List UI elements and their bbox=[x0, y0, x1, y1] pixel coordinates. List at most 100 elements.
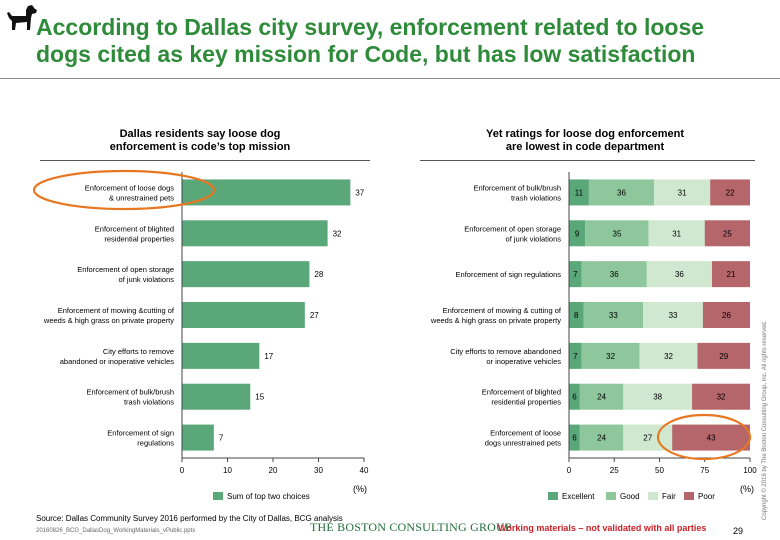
right-bar-value-4-excellent: 8 bbox=[574, 311, 579, 320]
legend-swatch-good bbox=[606, 492, 616, 500]
left-category-6-line2: trash violations bbox=[124, 398, 174, 407]
right-bar-value-4-fair: 33 bbox=[669, 311, 678, 320]
file-name: 20160826_BCG_DallasDog_WorkingMaterials_… bbox=[36, 528, 195, 534]
left-x-tick-2: 10 bbox=[223, 466, 232, 475]
right-bar-value-7-fair: 27 bbox=[643, 434, 652, 443]
legend-label-excellent: Excellent bbox=[562, 492, 594, 501]
left-x-tick-3: 20 bbox=[269, 466, 278, 475]
right-bar-value-3-excellent: 7 bbox=[573, 270, 578, 279]
right-bar-value-5-fair: 32 bbox=[664, 352, 673, 361]
right-bar-value-2-fair: 31 bbox=[672, 229, 681, 238]
left-x-tick-1: 0 bbox=[180, 466, 185, 475]
right-bar-value-6-good: 24 bbox=[597, 393, 606, 402]
left-category-4-line1: Enforcement of mowing &cutting of bbox=[58, 306, 175, 315]
legend-swatch-fair bbox=[648, 492, 658, 500]
left-bar-value-7: 7 bbox=[219, 434, 224, 443]
left-category-5-line2: abandoned or inoperative vehicles bbox=[60, 357, 174, 366]
right-category-6-line2: residential properties bbox=[491, 398, 561, 407]
right-category-1-line2: trash violations bbox=[511, 193, 561, 202]
right-bar-value-2-poor: 25 bbox=[723, 229, 732, 238]
legend-item-top-two: Sum of top two choices bbox=[213, 492, 310, 501]
right-bar-value-5-excellent: 7 bbox=[573, 352, 578, 361]
right-bar-value-2-good: 35 bbox=[613, 229, 622, 238]
right-chart-unit: (%) bbox=[740, 484, 754, 494]
left-category-3-line2: of junk violations bbox=[119, 275, 175, 284]
right-bar-value-7-excellent: 6 bbox=[572, 434, 577, 443]
legend-swatch-poor bbox=[684, 492, 694, 500]
right-bar-value-1-excellent: 11 bbox=[575, 188, 584, 197]
legend-label-top-two: Sum of top two choices bbox=[227, 492, 310, 501]
legend-label-fair: Fair bbox=[662, 492, 676, 501]
right-x-tick-5: 100 bbox=[743, 466, 757, 475]
left-bar-value-1: 37 bbox=[355, 188, 364, 197]
left-chart-unit: (%) bbox=[353, 484, 367, 494]
right-bar-value-3-poor: 21 bbox=[727, 270, 736, 279]
right-bar-value-7-poor: 43 bbox=[707, 434, 716, 443]
legend-label-good: Good bbox=[620, 492, 640, 501]
copyright-note: Copyright © 2016 by The Boston Consultin… bbox=[762, 220, 768, 520]
right-bar-value-3-fair: 36 bbox=[675, 270, 684, 279]
right-bar-value-6-excellent: 6 bbox=[572, 393, 577, 402]
left-category-5-line1: City efforts to remove bbox=[103, 347, 174, 356]
left-x-tick-5: 40 bbox=[360, 466, 369, 475]
right-category-7-line1: Enforcement of loose bbox=[490, 429, 561, 438]
right-x-tick-1: 0 bbox=[567, 466, 572, 475]
right-bar-value-3-good: 36 bbox=[610, 270, 619, 279]
right-category-2-line1: Enforcement of open storage bbox=[464, 224, 561, 233]
left-bar-5 bbox=[182, 343, 259, 369]
right-x-tick-3: 50 bbox=[655, 466, 664, 475]
right-x-tick-4: 75 bbox=[700, 466, 709, 475]
right-category-6-line1: Enforcement of blighted bbox=[482, 388, 561, 397]
right-bar-value-1-good: 36 bbox=[617, 188, 626, 197]
legend-swatch-excellent bbox=[548, 492, 558, 500]
left-category-7-line1: Enforcement of sign bbox=[107, 429, 174, 438]
right-bar-value-5-good: 32 bbox=[606, 352, 615, 361]
left-bar-7 bbox=[182, 425, 214, 451]
right-bar-value-1-poor: 22 bbox=[726, 188, 735, 197]
right-category-5-line1: City efforts to remove abandoned bbox=[450, 347, 561, 356]
right-category-4-line2: weeds & high grass on private property bbox=[430, 316, 561, 325]
disclaimer: Working materials – not validated with a… bbox=[498, 523, 706, 533]
legend-item-poor: Poor bbox=[684, 492, 715, 501]
left-category-4-line2: weeds & high grass on private property bbox=[43, 316, 174, 325]
right-bar-value-4-good: 33 bbox=[609, 311, 618, 320]
right-bar-value-6-fair: 38 bbox=[653, 393, 662, 402]
left-category-6-line1: Enforcement of bulk/brush bbox=[86, 388, 174, 397]
left-category-2-line1: Enforcement of blighted bbox=[95, 224, 174, 233]
right-category-2-line2: of junk violations bbox=[506, 234, 562, 243]
right-bar-value-5-poor: 29 bbox=[719, 352, 728, 361]
right-category-5-line2: or inoperative vehicles bbox=[486, 357, 561, 366]
left-bar-value-4: 27 bbox=[310, 311, 319, 320]
right-bar-value-6-poor: 32 bbox=[717, 393, 726, 402]
company-logo-text: THE BOSTON CONSULTING GROUP bbox=[310, 520, 512, 535]
right-category-3-line1: Enforcement of sign regulations bbox=[456, 270, 562, 279]
left-bar-4 bbox=[182, 302, 305, 328]
left-bar-3 bbox=[182, 261, 309, 287]
left-category-7-line2: regulations bbox=[137, 439, 174, 448]
right-bar-value-4-poor: 26 bbox=[722, 311, 731, 320]
right-category-7-line2: dogs unrestrained pets bbox=[485, 439, 562, 448]
right-category-1-line1: Enforcement of bulk/brush bbox=[473, 183, 561, 192]
right-bar-value-1-fair: 31 bbox=[678, 188, 687, 197]
legend-item-excellent: Excellent bbox=[548, 492, 594, 501]
left-bar-6 bbox=[182, 384, 250, 410]
left-category-3-line1: Enforcement of open storage bbox=[77, 265, 174, 274]
right-bar-value-2-excellent: 9 bbox=[575, 229, 580, 238]
left-category-2-line2: residential properties bbox=[104, 234, 174, 243]
page-number: 29 bbox=[733, 526, 743, 536]
source-note: Source: Dallas Community Survey 2016 per… bbox=[36, 514, 343, 523]
left-category-1-line1: Enforcement of loose dogs bbox=[85, 183, 174, 192]
legend-item-good: Good bbox=[606, 492, 640, 501]
legend-item-fair: Fair bbox=[648, 492, 676, 501]
left-category-1-line2: & unrestrained pets bbox=[109, 193, 174, 202]
legend-swatch-top-two bbox=[213, 492, 223, 500]
left-bar-value-6: 15 bbox=[255, 393, 264, 402]
left-bar-value-2: 32 bbox=[333, 229, 342, 238]
right-bar-value-7-good: 24 bbox=[597, 434, 606, 443]
right-x-tick-2: 25 bbox=[610, 466, 619, 475]
left-bar-value-5: 17 bbox=[264, 352, 273, 361]
left-bar-2 bbox=[182, 220, 328, 246]
right-category-4-line1: Enforcement of mowing & cutting of bbox=[443, 306, 562, 315]
left-bar-value-3: 28 bbox=[314, 270, 323, 279]
